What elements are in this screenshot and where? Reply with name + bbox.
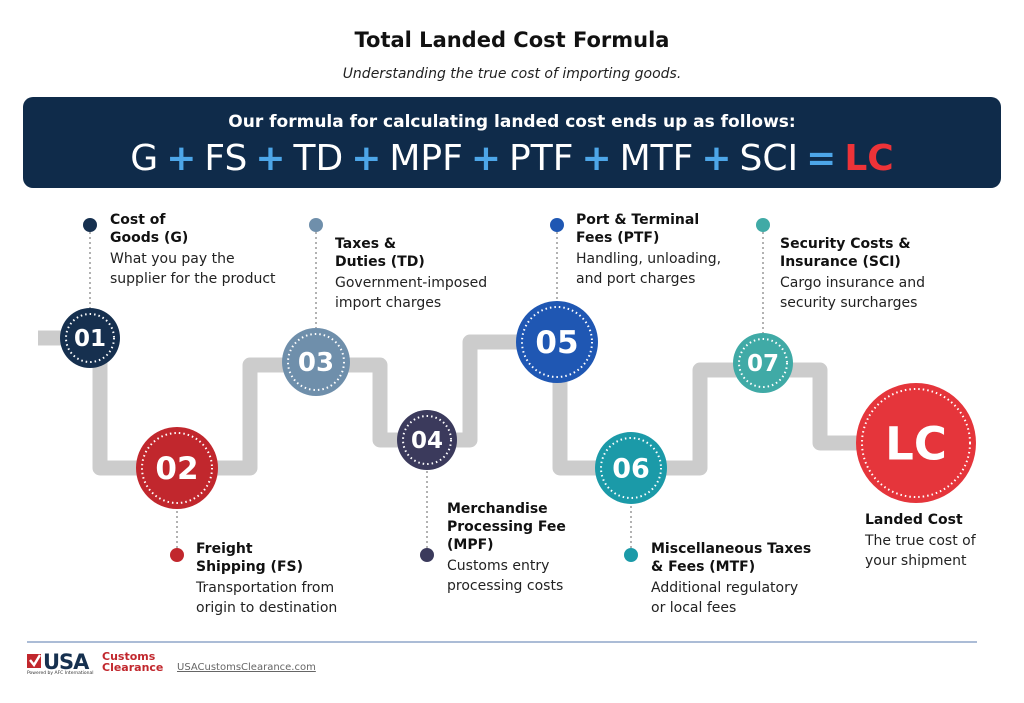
step-circle — [516, 301, 598, 383]
formula-operator: + — [351, 138, 382, 179]
step-title: Taxes & Duties (TD) — [335, 236, 425, 270]
step-ring — [600, 437, 662, 499]
title: Total Landed Cost Formula — [354, 28, 670, 52]
step-title: Security Costs & Insurance (SCI) — [780, 236, 911, 270]
step-circle — [60, 308, 120, 368]
formula-result: LC — [844, 138, 894, 179]
step-description: Cargo insurance and security surcharges — [780, 275, 926, 311]
result-ring — [861, 388, 971, 498]
step-title: Merchandise Processing Fee (MPF) — [447, 501, 566, 553]
step-text: Merchandise Processing Fee (MPF) Customs … — [447, 500, 582, 596]
step-label: 02 — [155, 451, 198, 487]
step-dot — [550, 218, 564, 232]
step-text: Security Costs & Insurance (SCI) Cargo in… — [780, 235, 945, 313]
step-label: 06 — [612, 454, 650, 485]
formula-term: MPF — [389, 138, 463, 179]
formula: G + FS + TD + MPF + PTF + MTF + SCI = LC — [0, 138, 1024, 179]
step-circle — [136, 427, 218, 509]
step-ring — [141, 432, 213, 504]
result-description: The true cost of your shipment — [865, 533, 976, 569]
footer-url[interactable]: USACustomsClearance.com — [177, 662, 316, 673]
step-description: What you pay the supplier for the produc… — [110, 251, 276, 287]
result-circle — [856, 383, 976, 503]
formula-operator: = — [806, 138, 837, 179]
step-ring — [65, 313, 115, 363]
step-description: Transportation from origin to destinatio… — [196, 580, 338, 616]
step-text: Freight Shipping (FS) Transportation from… — [196, 540, 356, 618]
formula-term: TD — [293, 138, 344, 179]
step-title: Cost of Goods (G) — [110, 212, 189, 246]
step-ring — [738, 338, 788, 388]
step-dot — [83, 218, 97, 232]
step-dot — [624, 548, 638, 562]
step-description: Customs entry processing costs — [447, 558, 564, 594]
formula-term: MTF — [619, 138, 694, 179]
logo-check — [29, 654, 42, 668]
logo-mark: USA — [43, 650, 89, 674]
step-circle — [397, 410, 457, 470]
step-circle — [595, 432, 667, 504]
step-circle — [282, 328, 350, 396]
step-title: Port & Terminal Fees (PTF) — [576, 212, 700, 246]
formula-operator: + — [255, 138, 286, 179]
formula-term: PTF — [509, 138, 574, 179]
logo-tagline: Powered by AFC International — [27, 671, 94, 676]
step-text: Taxes & Duties (TD) Government-imposed im… — [335, 235, 510, 313]
step-dot — [309, 218, 323, 232]
step-ring — [402, 415, 452, 465]
step-label: 01 — [74, 326, 106, 352]
step-text: Miscellaneous Taxes & Fees (MTF) Addition… — [651, 540, 821, 618]
step-circle — [733, 333, 793, 393]
step-title: Freight Shipping (FS) — [196, 541, 303, 575]
result-title: Landed Cost — [865, 512, 963, 528]
step-label: 07 — [747, 351, 779, 377]
step-label: 05 — [535, 325, 578, 361]
step-description: Handling, unloading, and port charges — [576, 251, 722, 287]
formula-operator: + — [701, 138, 732, 179]
formula-operator: + — [166, 138, 197, 179]
result-label: LC — [885, 418, 947, 471]
step-ring — [287, 333, 345, 391]
formula-banner — [23, 97, 1001, 188]
step-ring — [521, 306, 593, 378]
step-title: Miscellaneous Taxes & Fees (MTF) — [651, 541, 812, 575]
formula-operator: + — [581, 138, 612, 179]
step-dot — [170, 548, 184, 562]
step-description: Government-imposed import charges — [335, 275, 488, 311]
step-description: Additional regulatory or local fees — [651, 580, 799, 616]
logo-brand: Customs Clearance — [102, 650, 164, 674]
step-label: 03 — [298, 348, 334, 378]
formula-term: SCI — [739, 138, 799, 179]
step-dot — [756, 218, 770, 232]
formula-term: FS — [204, 138, 248, 179]
banner-lead: Our formula for calculating landed cost … — [228, 112, 796, 132]
formula-operator: + — [470, 138, 502, 179]
step-label: 04 — [411, 428, 443, 454]
subtitle: Understanding the true cost of importing… — [342, 66, 682, 82]
step-text: Cost of Goods (G) What you pay the suppli… — [110, 211, 295, 289]
step-text: Port & Terminal Fees (PTF) Handling, unlo… — [576, 211, 741, 289]
result-text: Landed Cost The true cost of your shipmen… — [865, 511, 1005, 571]
step-dot — [420, 548, 434, 562]
formula-term: G — [130, 138, 159, 179]
